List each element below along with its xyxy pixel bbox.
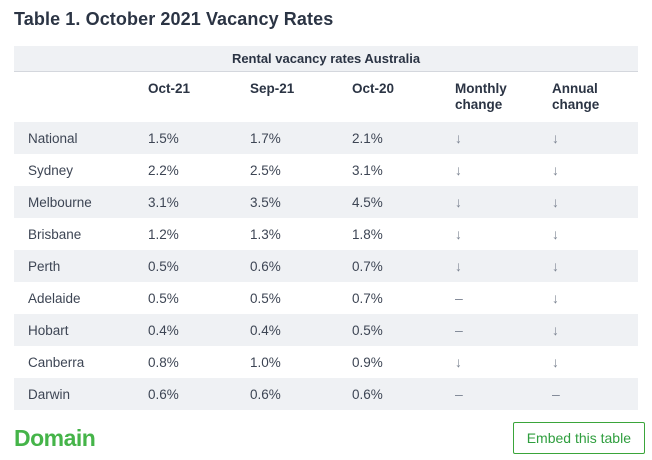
cell-value: 1.3% [250, 226, 281, 242]
arrow-down-icon: ↓ [552, 258, 559, 274]
column-header-oct21: Oct-21 [148, 81, 191, 96]
arrow-down-icon: ↓ [455, 258, 462, 274]
change-cell: ↓ [552, 258, 624, 274]
domain-logo: Domain [14, 424, 96, 451]
arrow-down-icon: ↓ [455, 130, 462, 146]
row-label: Brisbane [28, 226, 82, 242]
row-label: Adelaide [28, 290, 81, 306]
cell-value: 0.5% [250, 290, 281, 306]
cell-value: 0.5% [148, 258, 179, 274]
column-header-sep21: Sep-21 [250, 81, 295, 96]
cell-value: 2.1% [352, 130, 383, 146]
table-header-row: Oct-21 Sep-21 Oct-20 Monthly change Annu… [14, 72, 638, 122]
change-cell: ↓ [552, 226, 624, 242]
cell-value: 0.5% [352, 322, 383, 338]
column-header-oct20: Oct-20 [352, 81, 395, 96]
change-cell: ↓ [552, 130, 624, 146]
arrow-down-icon: ↓ [552, 162, 559, 178]
change-cell: – [455, 322, 552, 338]
row-label: Melbourne [28, 194, 92, 210]
change-cell: ↓ [552, 354, 624, 370]
arrow-down-icon: ↓ [552, 290, 559, 306]
change-cell: ↓ [455, 258, 552, 274]
table-footer: Domain Embed this table [14, 417, 645, 459]
change-cell: ↓ [455, 162, 552, 178]
embed-table-button[interactable]: Embed this table [512, 422, 645, 454]
row-label: Darwin [28, 386, 71, 402]
change-cell: ↓ [552, 194, 624, 210]
arrow-down-icon: ↓ [455, 162, 462, 178]
cell-value: 0.9% [352, 354, 383, 370]
cell-value: 0.4% [250, 322, 281, 338]
cell-value: 0.4% [148, 322, 179, 338]
column-header-annual-change: Annual change [552, 81, 600, 112]
arrow-down-icon: ↓ [552, 226, 559, 242]
row-label: Canberra [28, 354, 85, 370]
arrow-down-icon: ↓ [455, 194, 462, 210]
change-cell: ↓ [455, 226, 552, 242]
cell-value: 3.5% [250, 194, 281, 210]
cell-value: 1.2% [148, 226, 179, 242]
cell-value: 0.6% [148, 386, 179, 402]
cell-value: 3.1% [148, 194, 179, 210]
cell-value: 4.5% [352, 194, 383, 210]
vacancy-rates-table: Rental vacancy rates Australia Oct-21 Se… [14, 46, 638, 410]
cell-value: 1.0% [250, 354, 281, 370]
page-title: Table 1. October 2021 Vacancy Rates [14, 9, 334, 29]
table-row: Canberra 0.8% 1.0% 0.9% ↓ ↓ [14, 346, 638, 378]
arrow-down-icon: ↓ [552, 354, 559, 370]
change-cell: – [552, 386, 624, 402]
table-row: Perth 0.5% 0.6% 0.7% ↓ ↓ [14, 250, 638, 282]
table-row: Sydney 2.2% 2.5% 3.1% ↓ ↓ [14, 154, 638, 186]
cell-value: 0.6% [250, 386, 281, 402]
table-body: National 1.5% 1.7% 2.1% ↓ ↓ Sydney 2.2% 2.5% 3.1%… [14, 122, 638, 410]
change-cell: – [455, 386, 552, 402]
dash-icon: – [455, 322, 463, 338]
dash-icon: – [455, 386, 463, 402]
column-header-monthly-change: Monthly change [455, 81, 507, 112]
table-row: National 1.5% 1.7% 2.1% ↓ ↓ [14, 122, 638, 154]
arrow-down-icon: ↓ [455, 354, 462, 370]
cell-value: 2.5% [250, 162, 281, 178]
cell-value: 0.7% [352, 258, 383, 274]
change-cell: ↓ [552, 290, 624, 306]
table-row: Darwin 0.6% 0.6% 0.6% – – [14, 378, 638, 410]
dash-icon: – [552, 386, 560, 402]
change-cell: – [455, 290, 552, 306]
table-row: Adelaide 0.5% 0.5% 0.7% – ↓ [14, 282, 638, 314]
arrow-down-icon: ↓ [552, 130, 559, 146]
arrow-down-icon: ↓ [455, 226, 462, 242]
change-cell: ↓ [455, 354, 552, 370]
cell-value: 3.1% [352, 162, 383, 178]
table-row: Melbourne 3.1% 3.5% 4.5% ↓ ↓ [14, 186, 638, 218]
row-label: Perth [28, 258, 61, 274]
row-label: Sydney [28, 162, 74, 178]
cell-value: 1.8% [352, 226, 383, 242]
row-label: Hobart [28, 322, 69, 338]
cell-value: 2.2% [148, 162, 179, 178]
table-row: Brisbane 1.2% 1.3% 1.8% ↓ ↓ [14, 218, 638, 250]
change-cell: ↓ [552, 322, 624, 338]
cell-value: 0.5% [148, 290, 179, 306]
cell-value: 0.7% [352, 290, 383, 306]
table-caption: Rental vacancy rates Australia [14, 46, 638, 72]
cell-value: 0.8% [148, 354, 179, 370]
change-cell: ↓ [552, 162, 624, 178]
cell-value: 0.6% [352, 386, 383, 402]
change-cell: ↓ [455, 194, 552, 210]
row-label: National [28, 130, 78, 146]
dash-icon: – [455, 290, 463, 306]
table-row: Hobart 0.4% 0.4% 0.5% – ↓ [14, 314, 638, 346]
change-cell: ↓ [455, 130, 552, 146]
cell-value: 1.7% [250, 130, 281, 146]
cell-value: 0.6% [250, 258, 281, 274]
arrow-down-icon: ↓ [552, 322, 559, 338]
cell-value: 1.5% [148, 130, 179, 146]
arrow-down-icon: ↓ [552, 194, 559, 210]
